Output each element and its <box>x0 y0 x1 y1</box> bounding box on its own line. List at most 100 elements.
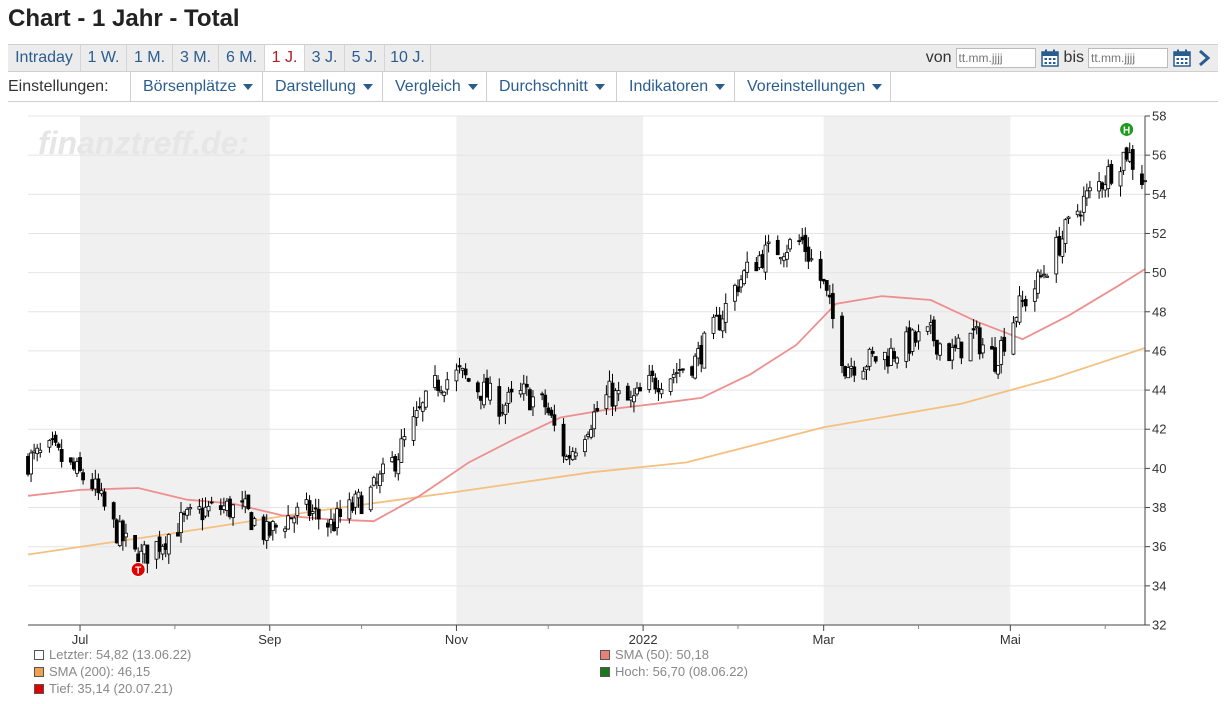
candle-body <box>310 511 315 514</box>
candle-body <box>368 486 373 511</box>
candle-body <box>766 241 771 244</box>
candle-body <box>567 454 572 459</box>
candle-body <box>59 449 64 462</box>
legend-swatch <box>34 683 44 694</box>
tab-1-week[interactable]: 1 W. <box>81 45 127 71</box>
candle-body <box>307 500 312 517</box>
legend-last-price: Letzter: 54,82 (13.06.22) <box>34 647 191 662</box>
candle-body <box>32 450 37 454</box>
candle-body <box>332 521 336 532</box>
candle-body <box>53 434 58 443</box>
candle-body <box>1121 151 1126 171</box>
candle-body <box>1032 288 1037 302</box>
legend-low: Tief: 35,14 (20.07.21) <box>34 681 173 696</box>
candle-body <box>742 270 747 285</box>
candle-body <box>200 508 205 521</box>
tab-1-month[interactable]: 1 M. <box>127 45 173 71</box>
candle-body <box>886 355 890 367</box>
candle-body <box>1075 210 1080 216</box>
candle-body <box>378 473 382 487</box>
candle-body <box>659 389 664 395</box>
watermark: finanztreff.de: <box>38 125 249 161</box>
menu-label: Indikatoren <box>629 78 709 95</box>
calendar-icon[interactable] <box>1040 48 1060 68</box>
candle-body <box>399 438 404 463</box>
candle-body <box>433 375 437 388</box>
candle-body <box>990 346 994 350</box>
candle-body <box>806 246 811 262</box>
tab-10-years[interactable]: 10 J. <box>385 45 431 71</box>
candle-body <box>390 457 395 463</box>
candle-body <box>586 433 590 437</box>
menu-durchschnitt[interactable]: Durchschnitt <box>486 72 616 101</box>
candle-body <box>971 328 976 331</box>
marker-label: H <box>1123 125 1130 136</box>
tab-5-years[interactable]: 5 J. <box>345 45 385 71</box>
menu-vergleich[interactable]: Vergleich <box>382 72 486 101</box>
candle-body <box>882 351 887 361</box>
y-tick-label: 38 <box>1152 500 1166 515</box>
candle-body <box>518 390 523 395</box>
candle-body <box>114 519 119 544</box>
candle-body <box>393 456 398 472</box>
candle-body <box>830 293 835 319</box>
tab-intraday[interactable]: Intraday <box>8 45 81 71</box>
candle-body <box>1023 299 1028 307</box>
candle-body <box>1103 184 1108 191</box>
candle-body <box>1017 295 1022 323</box>
tab-3-years[interactable]: 3 J. <box>305 45 345 71</box>
calendar-icon[interactable] <box>1172 48 1192 68</box>
candle-body <box>50 438 55 440</box>
legend-swatch <box>34 649 44 660</box>
candle-body <box>693 355 698 379</box>
candle-body <box>509 388 514 393</box>
y-tick-label: 56 <box>1152 148 1166 163</box>
tab-1-year[interactable]: 1 J. <box>265 45 305 71</box>
candle-body <box>154 541 159 560</box>
candle-body <box>699 344 704 365</box>
candle-body <box>350 502 355 511</box>
candle-body <box>1088 187 1092 192</box>
candle-body <box>818 258 823 281</box>
caret-down-icon <box>243 83 254 90</box>
page-title: Chart - 1 Jahr - Total <box>8 5 240 32</box>
menu-voreinstellungen[interactable]: Voreinstellungen <box>734 72 891 101</box>
to-date-input[interactable] <box>1088 48 1168 68</box>
candle-body <box>329 519 333 526</box>
x-tick-label: Nov <box>445 632 469 647</box>
candle-body <box>267 521 272 536</box>
menu-boersenplaetze[interactable]: Börsenplätze <box>130 72 262 101</box>
chevron-right-icon[interactable] <box>1196 48 1212 68</box>
candle-body <box>157 536 162 552</box>
candle-body <box>668 378 673 392</box>
candle-body <box>785 252 789 260</box>
candle-body <box>647 374 652 390</box>
menu-indikatoren[interactable]: Indikatoren <box>616 72 734 101</box>
menu-darstellung[interactable]: Darstellung <box>262 72 382 101</box>
y-tick-label: 34 <box>1152 578 1166 593</box>
candle-body <box>570 451 575 461</box>
from-date-input[interactable] <box>955 48 1036 68</box>
candle-body <box>1011 322 1016 355</box>
tab-6-months[interactable]: 6 M. <box>219 45 265 71</box>
candle-body <box>240 500 245 503</box>
candle-body <box>650 370 655 376</box>
menu-label: Voreinstellungen <box>747 78 866 95</box>
caret-down-icon <box>362 83 373 90</box>
candle-body <box>953 344 958 348</box>
candle-body <box>583 439 587 453</box>
candle-body <box>1057 235 1062 256</box>
candle-body <box>203 506 208 517</box>
from-label: von <box>925 49 952 66</box>
candle-body <box>916 331 921 342</box>
candle-body <box>313 507 318 510</box>
candle-body <box>304 499 309 505</box>
candle-body <box>420 402 425 412</box>
candle-body <box>1124 147 1129 160</box>
candle-body <box>338 508 343 518</box>
candle-body <box>736 286 740 293</box>
candle-body <box>925 326 930 332</box>
candle-body <box>292 517 297 524</box>
candle-body <box>497 386 502 417</box>
tab-3-months[interactable]: 3 M. <box>173 45 219 71</box>
